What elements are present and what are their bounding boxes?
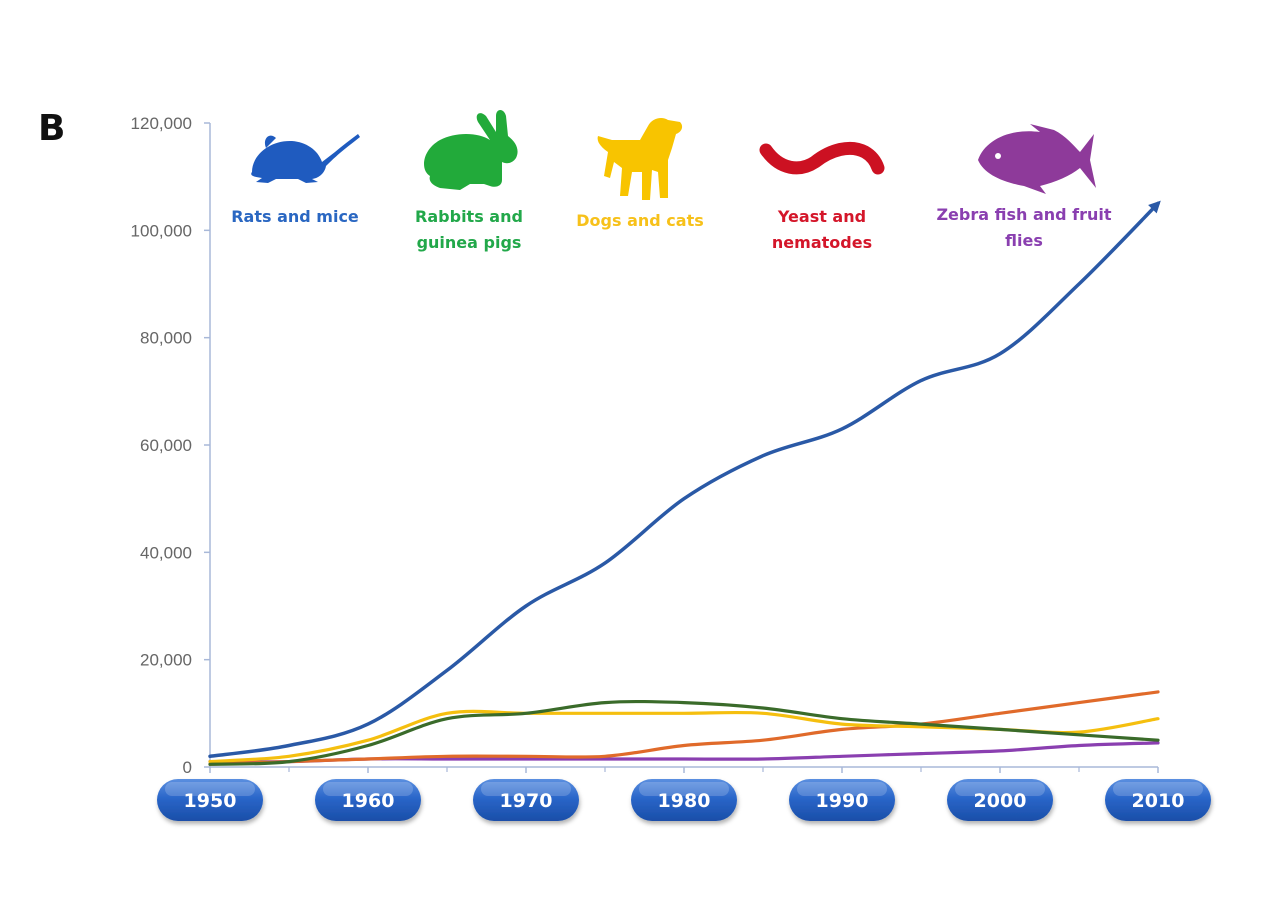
legend-label-dogs: Dogs and cats: [576, 211, 703, 230]
x-tick-label: 1980: [658, 790, 711, 812]
legend-label-yeast: Yeast and nematodes: [772, 207, 872, 252]
x-tick-label: 2010: [1132, 790, 1185, 812]
x-tick-pill: 1990: [789, 779, 895, 821]
series-arrowhead-rats: [1148, 200, 1161, 214]
y-tick-label: 40,000: [140, 543, 192, 562]
series-line-yeast: [208, 690, 1160, 766]
x-tick-pill: 1970: [473, 779, 579, 821]
x-tick-label: 1990: [816, 790, 869, 812]
x-tick-pill: 2010: [1105, 779, 1211, 821]
legend-label-rats: Rats and mice: [231, 207, 359, 226]
legend-label-zebra: Zebra fish and fruit flies: [936, 205, 1111, 250]
y-tick-label: 120,000: [131, 114, 192, 133]
y-tick-label: 60,000: [140, 436, 192, 455]
x-axis-year-pills: 1950 1960 1970 1980 1990 2000 2010: [157, 779, 1211, 821]
x-tick-pill: 1980: [631, 779, 737, 821]
panel-letter: B: [38, 108, 66, 149]
mouse-icon: [251, 134, 360, 183]
series-line-dogs: [208, 709, 1160, 764]
y-tick-label: 0: [183, 758, 192, 777]
x-tick-label: 1970: [500, 790, 553, 812]
worm-icon: [759, 141, 885, 175]
x-tick-pill: 1950: [157, 779, 263, 821]
fish-icon: [978, 124, 1096, 194]
rabbit-icon: [424, 110, 518, 190]
y-tick-label: 100,000: [131, 221, 192, 240]
dog-icon: [597, 118, 683, 200]
legend-label-rabbits: Rabbits and guinea pigs: [415, 207, 523, 252]
y-tick-label: 80,000: [140, 329, 192, 348]
series-line-rabbits: [208, 699, 1160, 766]
series-lines: [208, 200, 1161, 766]
legend-icons: [251, 110, 1096, 200]
x-tick-pill: 1960: [315, 779, 421, 821]
x-tick-pill: 2000: [947, 779, 1053, 821]
y-axis-ticks: 0 20,000 40,000 60,000 80,000 100,000 120,000: [131, 114, 210, 777]
x-tick-label: 1950: [184, 790, 237, 812]
y-tick-label: 20,000: [140, 651, 192, 670]
legend-labels: Rats and mice Rabbits and guinea pigs Dog…: [231, 205, 1112, 252]
series-line-rats: [208, 201, 1160, 759]
x-tick-label: 2000: [974, 790, 1027, 812]
x-tick-label: 1960: [342, 790, 395, 812]
